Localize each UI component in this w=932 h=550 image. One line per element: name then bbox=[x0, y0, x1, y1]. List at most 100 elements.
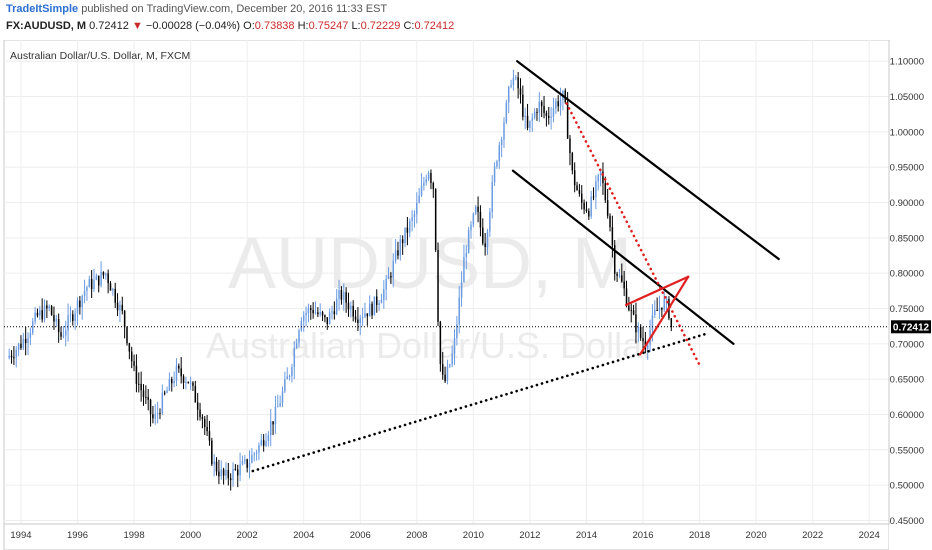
candle-body bbox=[119, 304, 121, 311]
candle-body bbox=[588, 211, 590, 217]
upper-channel-line[interactable] bbox=[516, 60, 780, 261]
candle-body bbox=[112, 288, 114, 291]
y-tick-label: 0.45000 bbox=[890, 516, 924, 527]
long-support-dotted[interactable] bbox=[251, 331, 710, 473]
candle-body bbox=[333, 311, 336, 315]
x-tick-label: 1998 bbox=[123, 530, 144, 541]
candle-body bbox=[187, 381, 190, 383]
candle-body bbox=[55, 319, 58, 322]
candle-body bbox=[175, 365, 178, 381]
candle-body bbox=[43, 305, 46, 320]
candle-body bbox=[262, 440, 265, 446]
candle-body bbox=[345, 292, 347, 303]
candle-body bbox=[385, 278, 387, 290]
candle-body bbox=[404, 227, 406, 244]
candle-body bbox=[557, 101, 559, 107]
candle-body bbox=[503, 122, 505, 140]
candle-body bbox=[543, 106, 545, 113]
candle-body bbox=[522, 94, 524, 117]
candle-body bbox=[618, 275, 621, 277]
author-link[interactable]: TradeItSimple bbox=[6, 3, 79, 15]
candle-body bbox=[392, 260, 394, 278]
candle-body bbox=[625, 288, 628, 306]
candle-body bbox=[93, 279, 95, 290]
candle-body bbox=[609, 215, 611, 228]
candle-body bbox=[439, 321, 442, 365]
candle-body bbox=[291, 367, 293, 377]
candle-body bbox=[298, 330, 300, 344]
candle-body bbox=[482, 227, 484, 244]
x-tick-label: 2004 bbox=[293, 530, 314, 541]
candle-body bbox=[515, 77, 517, 79]
open-value: 0.73838 bbox=[254, 20, 295, 32]
candle-body bbox=[126, 327, 128, 344]
candle-body bbox=[67, 315, 69, 331]
candle-body bbox=[121, 304, 124, 312]
candle-body bbox=[361, 317, 364, 319]
high-value: 0.75247 bbox=[308, 20, 349, 32]
price-chart[interactable]: AUDUSD, M Australian Dollar/U.S. Dollar … bbox=[0, 40, 932, 550]
y-tick-label: 1.10000 bbox=[890, 57, 924, 68]
candle-body bbox=[314, 312, 317, 314]
candle-body bbox=[364, 313, 366, 318]
candle-body bbox=[204, 418, 206, 427]
candle-body bbox=[595, 181, 597, 197]
price-axis-ticks: 1.10000 1.05000 1.00000 0.95000 0.90000 0.850… bbox=[890, 57, 924, 527]
candle-body bbox=[133, 361, 135, 366]
candle-body bbox=[427, 172, 430, 180]
candle-body bbox=[60, 332, 62, 337]
x-tick-label: 2016 bbox=[632, 530, 653, 541]
candle-body bbox=[613, 245, 616, 274]
candle-body bbox=[505, 102, 508, 123]
price-axis[interactable] bbox=[889, 40, 932, 550]
y-tick-label: 0.85000 bbox=[890, 233, 924, 244]
candle-body bbox=[81, 295, 83, 308]
candle-body bbox=[142, 390, 145, 397]
candle-body bbox=[446, 366, 449, 382]
candle-body bbox=[380, 299, 383, 304]
x-tick-label: 2022 bbox=[802, 530, 823, 541]
candle-body bbox=[20, 343, 22, 348]
candle-body bbox=[244, 459, 246, 462]
candle-body bbox=[416, 202, 418, 215]
candle-body bbox=[105, 273, 107, 276]
candle-body bbox=[199, 409, 201, 418]
candle-body bbox=[340, 289, 343, 300]
candle-body bbox=[10, 355, 13, 358]
candle-body bbox=[378, 303, 380, 305]
x-tick-label: 2002 bbox=[237, 530, 258, 541]
candle-body bbox=[559, 99, 562, 107]
candle-body bbox=[293, 348, 296, 368]
candle-body bbox=[90, 279, 93, 290]
candle-body bbox=[178, 365, 180, 369]
candle-body bbox=[406, 227, 409, 233]
candle-body bbox=[366, 313, 369, 317]
red-dotted-trend[interactable] bbox=[565, 102, 701, 367]
candle-body bbox=[390, 276, 392, 278]
candle-body bbox=[430, 172, 432, 183]
candle-body bbox=[321, 312, 324, 316]
candle-body bbox=[623, 281, 625, 289]
candle-body bbox=[62, 335, 65, 337]
wedge-lower[interactable] bbox=[639, 275, 690, 356]
candle-body bbox=[531, 117, 534, 121]
candle-body bbox=[248, 462, 251, 468]
candle-body bbox=[352, 305, 354, 317]
candle-body bbox=[566, 102, 569, 139]
candle-body bbox=[269, 421, 272, 436]
x-tick-label: 2010 bbox=[463, 530, 484, 541]
trendline-drawings[interactable] bbox=[251, 60, 780, 473]
candle-body bbox=[95, 275, 98, 280]
candle-body bbox=[239, 464, 241, 476]
candle-body bbox=[635, 314, 637, 333]
candle-body bbox=[335, 298, 338, 315]
candle-body bbox=[526, 115, 529, 128]
candle-body bbox=[305, 312, 307, 316]
candle-body bbox=[328, 312, 331, 325]
chart-title: Australian Dollar/U.S. Dollar, M, FXCM bbox=[10, 50, 190, 62]
candle-body bbox=[114, 288, 116, 303]
wedge-upper[interactable] bbox=[624, 275, 690, 307]
candle-body bbox=[628, 305, 630, 310]
y-tick-label: 0.95000 bbox=[890, 163, 924, 174]
lower-channel-line[interactable] bbox=[511, 169, 735, 345]
